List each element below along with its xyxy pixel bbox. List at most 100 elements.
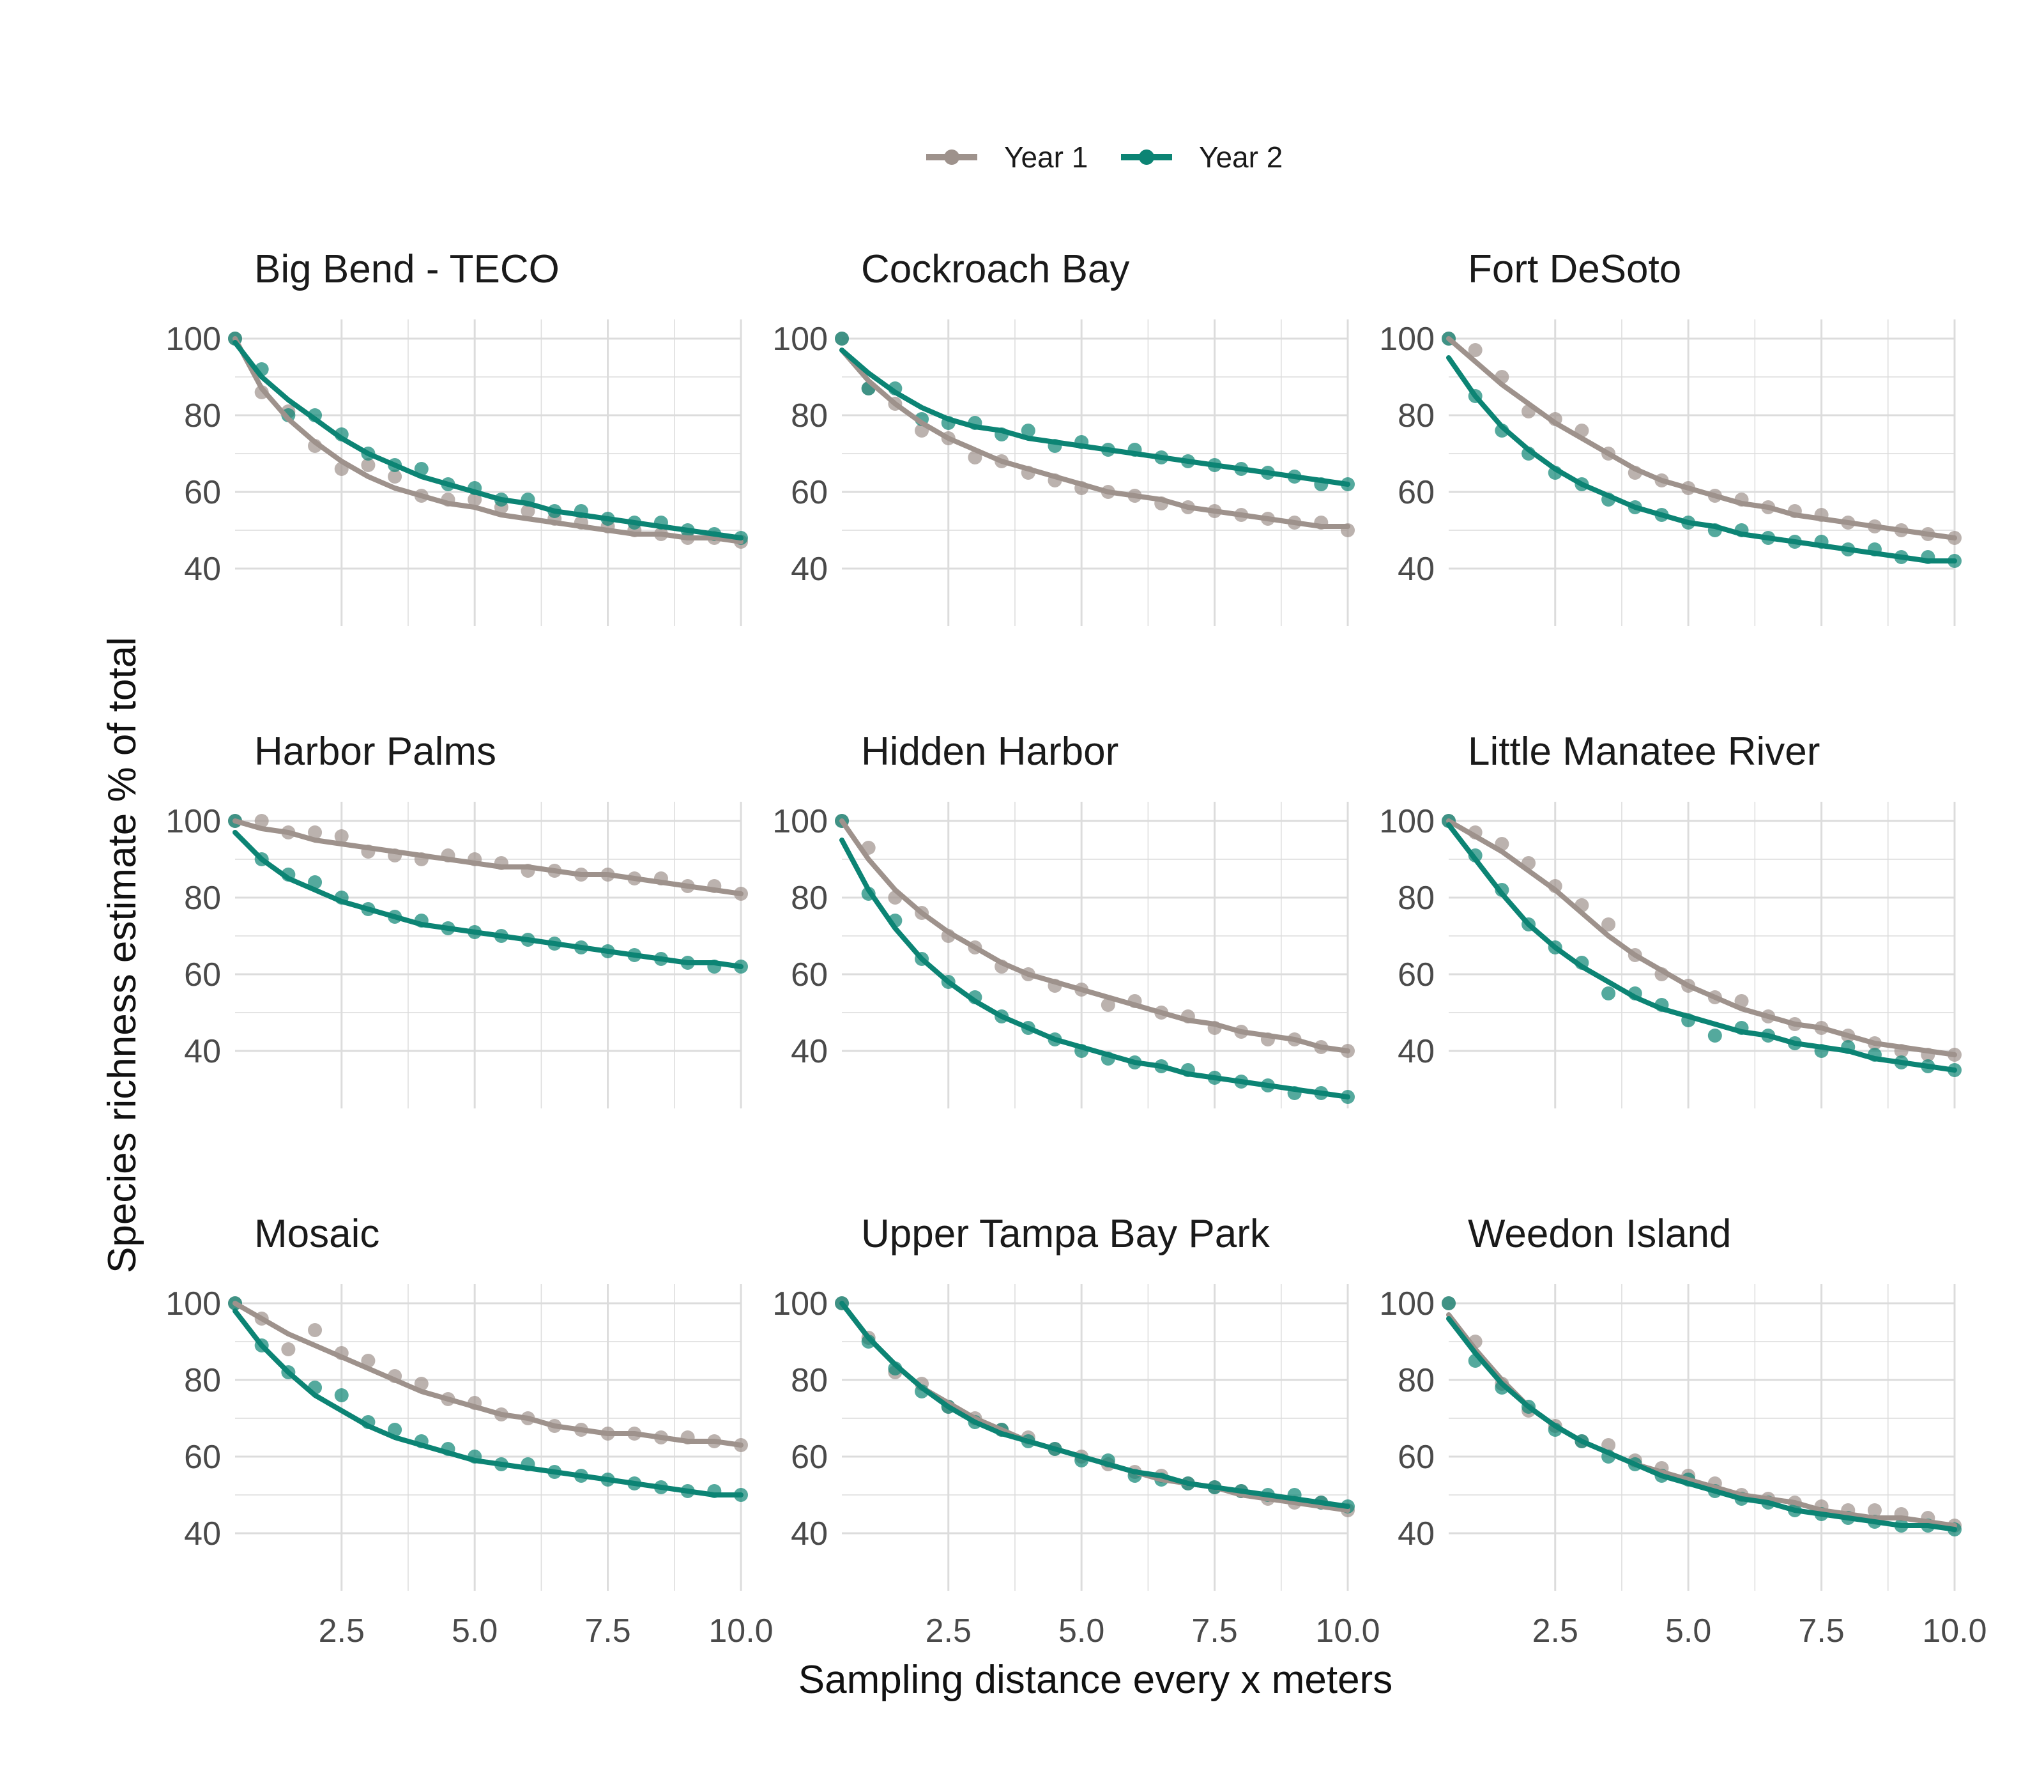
y-tick-label: 60 bbox=[1398, 474, 1435, 511]
fit-line-year1 bbox=[1446, 336, 1957, 540]
data-point-year1 bbox=[1867, 1503, 1882, 1517]
y-tick-label: 80 bbox=[184, 880, 221, 917]
fit-line-year2 bbox=[1446, 355, 1957, 563]
x-tick-label: 5.0 bbox=[1058, 1612, 1104, 1650]
y-tick-label: 80 bbox=[1398, 880, 1435, 917]
legend-label-year1: Year 1 bbox=[1004, 141, 1088, 174]
x-tick-label: 2.5 bbox=[926, 1612, 972, 1650]
data-point-year1 bbox=[1101, 998, 1115, 1012]
y-tick-label: 40 bbox=[184, 551, 221, 588]
y-tick-label: 80 bbox=[791, 397, 828, 434]
fit-line-year2 bbox=[839, 838, 1350, 1099]
data-point-year1 bbox=[1601, 917, 1616, 931]
panels: Big Bend - TECO 40 60 80 100 Cockroach Bay 40 6… bbox=[165, 247, 1987, 1650]
y-tick-label: 100 bbox=[1379, 1285, 1435, 1322]
panel-title: Fort DeSoto bbox=[1468, 247, 1681, 291]
panel-fort-desoto: Fort DeSoto 40 60 80 100 bbox=[1379, 247, 1962, 626]
fit-line-year2 bbox=[839, 1301, 1350, 1509]
y-tick-label: 60 bbox=[1398, 956, 1435, 993]
fit-line-year1 bbox=[1446, 1312, 1957, 1528]
fit-line-year2 bbox=[233, 1308, 744, 1497]
x-tick-label: 2.5 bbox=[1532, 1612, 1578, 1650]
fit-line-year2 bbox=[1446, 1316, 1957, 1532]
data-point-year2 bbox=[1021, 424, 1035, 438]
x-tick-label: 10.0 bbox=[1922, 1612, 1987, 1650]
y-tick-label: 100 bbox=[772, 321, 828, 358]
panel-title: Weedon Island bbox=[1468, 1212, 1731, 1256]
fit-line-year1 bbox=[233, 336, 744, 544]
legend-swatch-year1-dot bbox=[944, 149, 959, 165]
y-tick-label: 40 bbox=[791, 1515, 828, 1552]
y-tick-label: 40 bbox=[1398, 1515, 1435, 1552]
panel-title: Little Manatee River bbox=[1468, 730, 1820, 774]
x-tick-label: 7.5 bbox=[584, 1612, 630, 1650]
data-point-year2 bbox=[1442, 1296, 1456, 1310]
fit-line-year2 bbox=[233, 340, 744, 540]
y-tick-label: 60 bbox=[184, 956, 221, 993]
y-tick-label: 60 bbox=[791, 956, 828, 993]
x-tick-label: 10.0 bbox=[1315, 1612, 1380, 1650]
fit-line-year1 bbox=[233, 818, 744, 896]
data-point-year2 bbox=[1707, 1029, 1722, 1043]
data-point-year1 bbox=[308, 1323, 323, 1337]
panel-upper-tampa-bay-park: Upper Tampa Bay Park 40 60 80 100 2.5 5.0 7.5 10… bbox=[772, 1212, 1380, 1650]
fit-line-year1 bbox=[839, 818, 1350, 1053]
fit-line-year1 bbox=[233, 1301, 744, 1448]
y-tick-label: 60 bbox=[791, 474, 828, 511]
legend: Year 1 Year 2 bbox=[926, 141, 1283, 174]
data-point-year1 bbox=[1468, 343, 1483, 357]
data-point-year1 bbox=[468, 493, 482, 507]
y-tick-label: 80 bbox=[1398, 397, 1435, 434]
x-tick-label: 10.0 bbox=[708, 1612, 773, 1650]
panel-weedon-island: Weedon Island 40 60 80 100 2.5 5.0 7.5 10.0 bbox=[1379, 1212, 1987, 1650]
y-tick-label: 60 bbox=[184, 474, 221, 511]
y-tick-label: 100 bbox=[165, 321, 221, 358]
data-point-year1 bbox=[361, 458, 376, 472]
panel-hidden-harbor: Hidden Harbor 40 60 80 100 bbox=[772, 730, 1355, 1108]
y-tick-label: 60 bbox=[791, 1439, 828, 1476]
data-point-year1 bbox=[388, 470, 402, 484]
panel-little-manatee-river: Little Manatee River 40 60 80 100 bbox=[1379, 730, 1962, 1108]
y-tick-label: 40 bbox=[1398, 551, 1435, 588]
fit-line-year1 bbox=[839, 1301, 1350, 1513]
y-tick-label: 80 bbox=[1398, 1362, 1435, 1399]
y-tick-label: 100 bbox=[772, 803, 828, 840]
y-tick-label: 100 bbox=[1379, 321, 1435, 358]
y-tick-label: 80 bbox=[791, 880, 828, 917]
y-axis-title: Species richness estimate % of total bbox=[100, 637, 144, 1273]
data-point-year2 bbox=[1601, 986, 1616, 1000]
legend-label-year2: Year 2 bbox=[1199, 141, 1283, 174]
y-tick-label: 100 bbox=[165, 803, 221, 840]
panel-mosaic: Mosaic 40 60 80 100 2.5 5.0 7.5 10.0 bbox=[165, 1212, 773, 1650]
x-tick-label: 5.0 bbox=[1665, 1612, 1711, 1650]
x-tick-label: 7.5 bbox=[1798, 1612, 1844, 1650]
panel-title: Hidden Harbor bbox=[861, 730, 1118, 774]
y-tick-label: 40 bbox=[1398, 1033, 1435, 1070]
y-tick-label: 80 bbox=[791, 1362, 828, 1399]
y-tick-label: 80 bbox=[184, 397, 221, 434]
data-point-year1 bbox=[521, 504, 535, 518]
panel-title: Cockroach Bay bbox=[861, 247, 1129, 291]
y-tick-label: 100 bbox=[165, 1285, 221, 1322]
x-axis-title: Sampling distance every x meters bbox=[798, 1658, 1392, 1702]
y-tick-label: 40 bbox=[184, 1515, 221, 1552]
panel-title: Mosaic bbox=[254, 1212, 379, 1256]
y-tick-label: 60 bbox=[184, 1439, 221, 1476]
fit-line-year2 bbox=[839, 348, 1350, 487]
data-point-year1 bbox=[254, 814, 269, 828]
y-tick-label: 40 bbox=[791, 1033, 828, 1070]
panel-big-bend-teco: Big Bend - TECO 40 60 80 100 bbox=[165, 247, 748, 626]
y-tick-label: 40 bbox=[791, 551, 828, 588]
data-point-year1 bbox=[281, 1342, 296, 1356]
fit-line-year2 bbox=[1446, 822, 1957, 1073]
x-tick-label: 7.5 bbox=[1191, 1612, 1237, 1650]
y-tick-label: 40 bbox=[184, 1033, 221, 1070]
fit-line-year1 bbox=[1446, 818, 1957, 1057]
y-tick-label: 80 bbox=[184, 1362, 221, 1399]
panel-title: Big Bend - TECO bbox=[254, 247, 560, 291]
data-point-year2 bbox=[334, 1388, 349, 1402]
x-tick-label: 5.0 bbox=[452, 1612, 498, 1650]
data-point-year2 bbox=[835, 332, 849, 346]
panel-title: Upper Tampa Bay Park bbox=[861, 1212, 1270, 1256]
